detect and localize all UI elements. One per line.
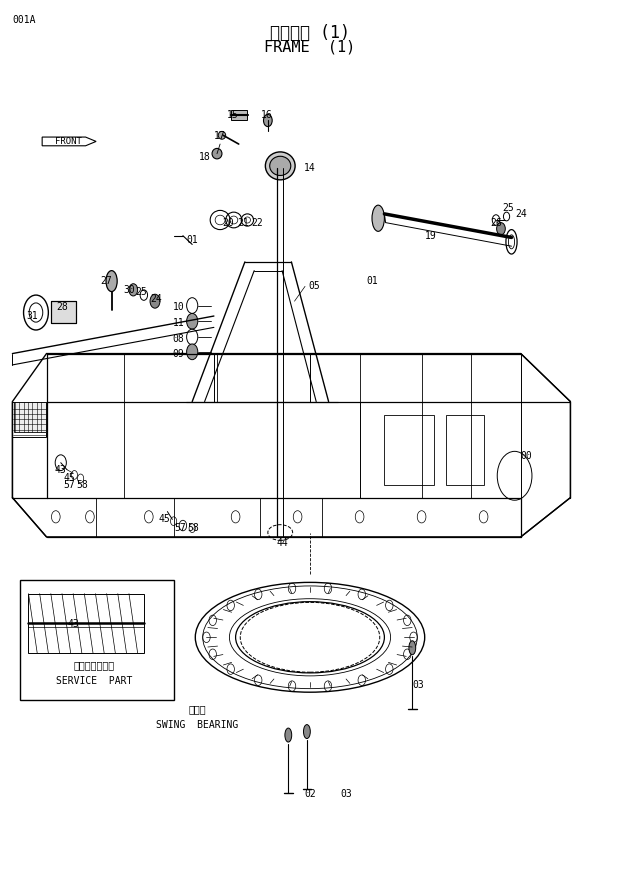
Circle shape (129, 284, 138, 296)
Text: 19: 19 (425, 230, 436, 241)
Text: 30: 30 (123, 285, 135, 295)
Text: 25: 25 (136, 287, 147, 298)
Text: 57: 57 (174, 523, 185, 533)
Ellipse shape (372, 205, 384, 231)
Text: 43: 43 (55, 464, 66, 475)
Ellipse shape (303, 725, 311, 739)
Text: 01: 01 (187, 235, 198, 245)
Text: 旋回輪: 旋回輪 (188, 704, 206, 714)
Circle shape (497, 223, 505, 235)
Text: 00: 00 (520, 450, 531, 461)
Text: 22: 22 (252, 217, 263, 228)
Text: フレーム (1): フレーム (1) (270, 24, 350, 42)
Bar (231, 110, 247, 120)
Ellipse shape (212, 148, 222, 159)
Ellipse shape (265, 152, 295, 180)
Text: 24: 24 (515, 209, 526, 219)
Circle shape (264, 114, 272, 127)
Text: 01: 01 (366, 276, 378, 286)
Text: 27: 27 (101, 276, 112, 286)
Text: SWING  BEARING: SWING BEARING (156, 719, 238, 730)
Bar (12, 402, 46, 436)
Text: 17: 17 (215, 131, 226, 141)
Text: 26: 26 (490, 217, 502, 228)
Bar (28, 594, 144, 653)
Text: 02: 02 (304, 789, 316, 800)
Text: FRAME  (1): FRAME (1) (264, 39, 356, 55)
Text: 24: 24 (151, 293, 162, 304)
Circle shape (187, 313, 198, 329)
Bar (14, 402, 46, 432)
Text: 08: 08 (172, 333, 184, 344)
Text: 45: 45 (64, 472, 75, 483)
Text: 03: 03 (340, 789, 352, 800)
Bar (51, 301, 76, 323)
Ellipse shape (285, 728, 292, 742)
Text: 15: 15 (227, 110, 238, 120)
Ellipse shape (218, 132, 226, 139)
Ellipse shape (106, 271, 117, 292)
Text: 21: 21 (238, 217, 249, 228)
Text: 03: 03 (413, 680, 424, 691)
Ellipse shape (270, 156, 291, 175)
Circle shape (187, 344, 198, 360)
Text: FRONT: FRONT (55, 137, 82, 146)
Text: 16: 16 (261, 110, 272, 120)
Text: 43: 43 (68, 619, 79, 629)
Text: 28: 28 (56, 302, 68, 313)
Text: 58: 58 (188, 523, 199, 533)
Text: 44: 44 (277, 538, 288, 548)
Bar (384, 415, 434, 485)
Text: 05: 05 (309, 281, 321, 292)
Text: 20: 20 (223, 217, 234, 228)
Text: 45: 45 (159, 514, 170, 525)
Text: 001A: 001A (12, 15, 36, 25)
Text: 31: 31 (27, 311, 38, 321)
Bar (446, 415, 484, 485)
Text: 14: 14 (304, 162, 316, 173)
Text: 10: 10 (172, 302, 184, 313)
Circle shape (150, 294, 160, 308)
Text: サービスパーツ: サービスパーツ (74, 660, 115, 670)
Bar (51, 301, 76, 323)
Text: 58: 58 (76, 480, 87, 491)
Ellipse shape (409, 641, 416, 655)
Text: 18: 18 (199, 152, 210, 162)
Bar (20, 580, 174, 700)
Text: 57: 57 (64, 480, 75, 491)
Text: 11: 11 (172, 318, 184, 328)
Text: 25: 25 (503, 203, 514, 213)
Text: 09: 09 (172, 349, 184, 360)
Text: SERVICE  PART: SERVICE PART (56, 676, 133, 686)
